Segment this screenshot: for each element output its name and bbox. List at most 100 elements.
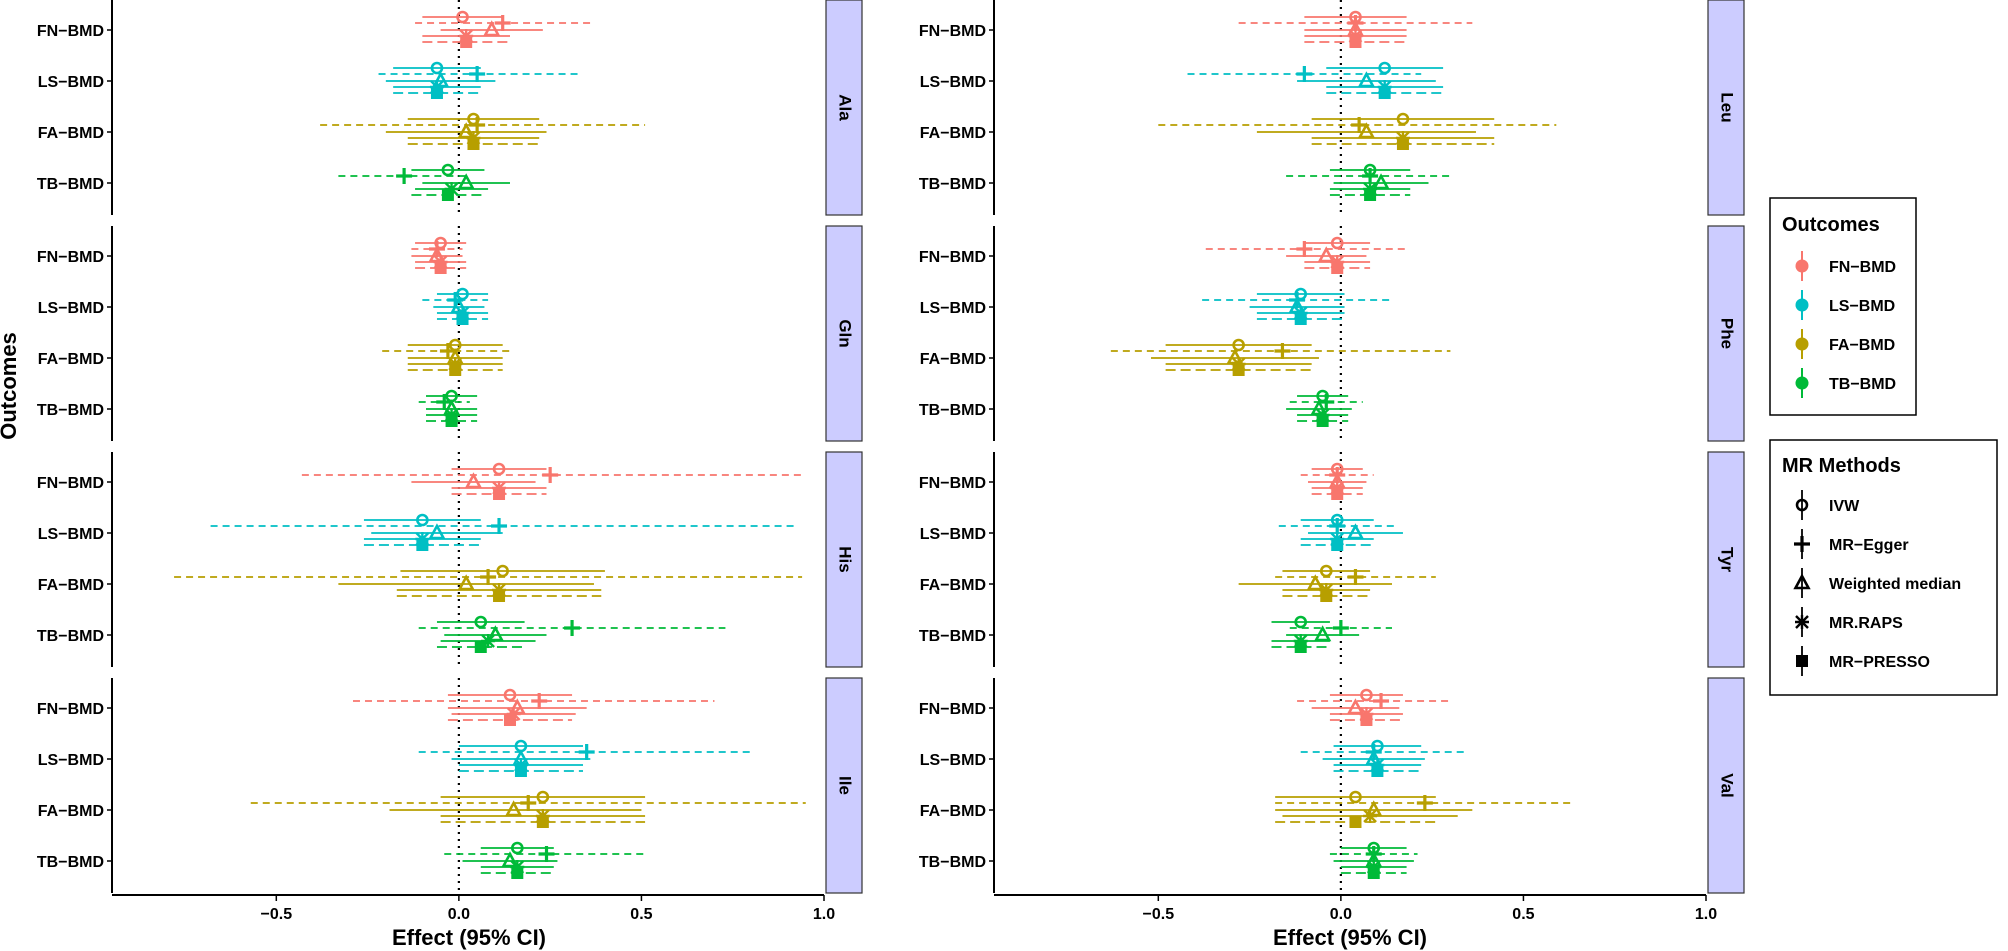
- y-tick-label: FN−BMD: [919, 23, 986, 40]
- estimate-point: [493, 488, 506, 500]
- estimate-point: [1349, 816, 1362, 828]
- estimate-point: [501, 851, 519, 868]
- estimate-point: [469, 66, 486, 82]
- estimate-point: [1357, 71, 1376, 88]
- facet-strip-label: Ile: [836, 776, 855, 795]
- estimate-point: [445, 415, 458, 427]
- y-tick-label: FN−BMD: [919, 249, 986, 266]
- estimate-point: [439, 343, 456, 359]
- methods-legend: MR Methods IVW MR−Egger Weighted median MR.…: [1769, 439, 1998, 696]
- estimate-point: [1329, 518, 1346, 534]
- y-tick-label: FA−BMD: [38, 125, 104, 142]
- estimate-point: [1313, 625, 1332, 642]
- estimate-point: [1232, 364, 1245, 376]
- estimate-point: [456, 10, 469, 24]
- methods-legend-box: [1769, 439, 1998, 696]
- estimate-point: [469, 117, 486, 133]
- estimate-point: [1360, 714, 1373, 726]
- legend-method-label: Weighted median: [1829, 576, 1961, 593]
- y-tick-label: FN−BMD: [37, 249, 104, 266]
- estimate-point: [542, 467, 559, 483]
- facet-strip: [825, 225, 863, 442]
- estimate-point: [1362, 168, 1379, 184]
- legend-method-symbol: [1794, 536, 1810, 552]
- estimate-point: [441, 189, 454, 201]
- estimate-point: [1371, 765, 1384, 777]
- y-tick-label: FN−BMD: [37, 475, 104, 492]
- estimate-point: [1317, 246, 1335, 263]
- estimate-point: [503, 714, 516, 726]
- estimate-point: [536, 816, 549, 828]
- estimate-point: [1296, 66, 1313, 82]
- y-tick-label: FA−BMD: [38, 577, 104, 594]
- facet-strip-label: Leu: [1718, 92, 1737, 122]
- estimate-point: [1294, 313, 1307, 325]
- estimate-point: [1294, 615, 1308, 629]
- estimate-point: [456, 313, 469, 325]
- legend-method-label: IVW: [1829, 498, 1860, 515]
- estimate-point: [481, 634, 496, 648]
- estimate-point: [430, 61, 444, 75]
- estimate-point: [1357, 122, 1376, 139]
- estimate-point: [1378, 87, 1391, 99]
- estimate-point: [474, 641, 487, 653]
- estimate-point: [467, 138, 480, 150]
- estimate-point: [1349, 36, 1362, 48]
- facet-strip-label: Val: [1718, 773, 1737, 798]
- y-tick-label: TB−BMD: [37, 628, 104, 645]
- estimate-point: [434, 262, 447, 274]
- facet-strip-label: Tyr: [1718, 547, 1737, 573]
- methods-legend-title: MR Methods: [1782, 455, 1901, 477]
- y-tick-label: LS−BMD: [38, 526, 104, 543]
- x-tick-label: −0.5: [261, 906, 293, 923]
- y-tick-label: LS−BMD: [920, 752, 986, 769]
- outcomes-legend-box: [1769, 197, 1917, 416]
- estimate-point: [503, 688, 517, 702]
- estimate-point: [474, 615, 488, 629]
- estimate-point: [520, 795, 537, 811]
- y-tick-label: TB−BMD: [919, 402, 986, 419]
- outcomes-legend-title: Outcomes: [1782, 214, 1880, 236]
- legend-method-label: MR.RAPS: [1829, 615, 1903, 632]
- estimate-point: [1319, 564, 1333, 578]
- y-tick-label: FN−BMD: [37, 23, 104, 40]
- estimate-point: [1363, 809, 1378, 823]
- estimate-point: [1347, 569, 1364, 585]
- estimate-point: [531, 693, 548, 709]
- estimate-point: [416, 513, 429, 527]
- estimate-point: [396, 168, 413, 184]
- estimate-point: [1316, 415, 1329, 427]
- facet-strip: [825, 677, 863, 894]
- estimate-point: [1349, 790, 1362, 804]
- estimate-point: [436, 394, 453, 410]
- panel-val: Val FN−BMD LS−BMD FA−BMD TB−BMD: [919, 677, 1745, 894]
- legend-method-symbol: [1793, 573, 1811, 590]
- estimate-point: [1296, 241, 1313, 257]
- estimate-point: [428, 523, 446, 540]
- x-axis-left: −0.5 0.0 0.5 1.0: [112, 894, 835, 923]
- x-axis-right: −0.5 0.0 0.5 1.0: [994, 894, 1717, 923]
- x-tick-label: 0.0: [448, 906, 470, 923]
- panel-ile: Ile FN−BMD LS−BMD FA−BMD TB−BMD: [37, 677, 863, 894]
- y-tick-label: TB−BMD: [37, 176, 104, 193]
- y-tick-label: LS−BMD: [38, 74, 104, 91]
- legend-method-symbol: [1795, 615, 1809, 629]
- legend-method-symbol: [1795, 498, 1809, 512]
- estimate-point: [493, 590, 506, 602]
- y-tick-label: FA−BMD: [920, 351, 986, 368]
- y-tick-label: FA−BMD: [38, 803, 104, 820]
- estimate-point: [486, 625, 505, 642]
- estimate-point: [1331, 539, 1344, 551]
- estimate-point: [416, 539, 429, 551]
- x-tick-label: 0.5: [1512, 906, 1534, 923]
- panel-his: His FN−BMD LS−BMD FA−BMD TB−BMD: [37, 451, 863, 668]
- estimate-point: [1306, 574, 1324, 591]
- x-tick-label: −0.5: [1143, 906, 1175, 923]
- facet-strip: [1707, 0, 1745, 216]
- estimate-point: [494, 15, 511, 31]
- estimate-point: [480, 569, 497, 585]
- legend-outcome-label: TB−BMD: [1829, 376, 1896, 393]
- estimate-point: [1364, 189, 1377, 201]
- y-tick-label: FA−BMD: [38, 351, 104, 368]
- estimate-point: [1294, 641, 1307, 653]
